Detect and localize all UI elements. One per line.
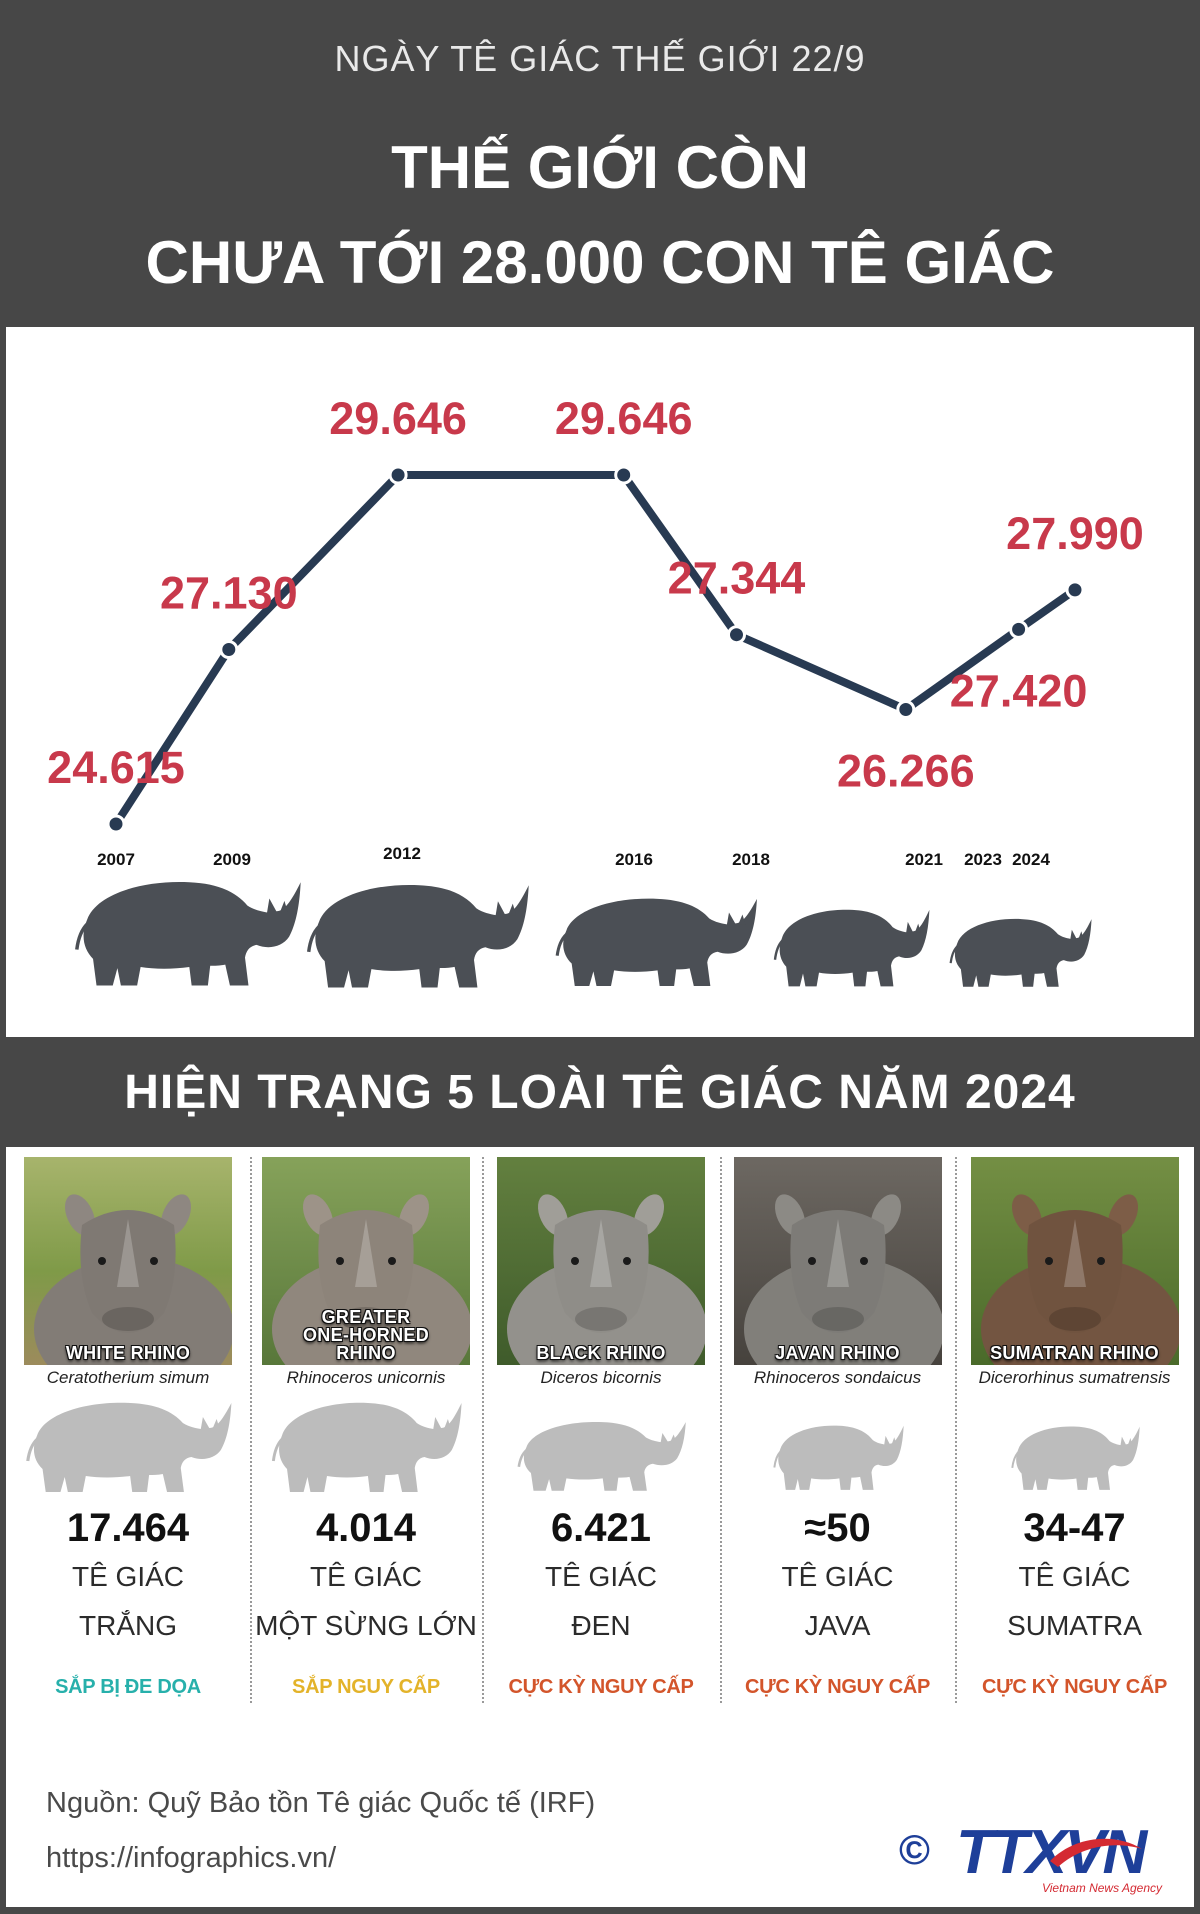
rhino-face-image xyxy=(734,1157,942,1365)
event-kicker: NGÀY TÊ GIÁC THẾ GIỚI 22/9 xyxy=(334,38,866,79)
ttxvn-logo: TTXVN xyxy=(956,1818,1147,1887)
x-tick-2009: 2009 xyxy=(213,850,251,869)
conservation-status: CỰC KỲ NGUY CẤP xyxy=(981,1676,1168,1698)
x-tick-2018: 2018 xyxy=(732,850,770,869)
photo-caption: BLACK RHINO xyxy=(536,1343,666,1363)
species-name-line-2: TRẮNG xyxy=(79,1610,177,1641)
javan-rhino-silhouette-icon xyxy=(773,908,931,988)
chart-marks: 24.615 27.130 29.646 29.646 27.344 26.266 27.4… xyxy=(47,393,1144,869)
column-divider xyxy=(720,1157,722,1703)
conservation-status: SẮP BỊ ĐE DỌA xyxy=(55,1676,201,1698)
greater-one-horned-rhino-silhouette-icon xyxy=(269,1395,464,1495)
species-column-javan-rhino: JAVAN RHINO Rhinoceros sondaicus ≈50 TÊ … xyxy=(720,1147,955,1707)
greater-one-horned-rhino-photo: GREATER ONE-HORNED RHINO xyxy=(262,1157,470,1365)
data-point-2009 xyxy=(219,640,239,659)
column-divider xyxy=(482,1157,484,1703)
sumatran-rhino-silhouette-icon xyxy=(949,917,1093,988)
x-tick-2007: 2007 xyxy=(97,850,135,869)
population-count: 17.464 xyxy=(66,1506,190,1550)
greater-one-horned-rhino-silhouette-icon xyxy=(306,883,531,990)
species-name-line-2: JAVA xyxy=(804,1610,871,1641)
column-divider xyxy=(250,1157,252,1703)
black-rhino-silhouette-icon xyxy=(515,1416,688,1493)
scientific-name: Ceratotherium simum xyxy=(46,1368,210,1387)
species-name-line-2: SUMATRA xyxy=(1007,1610,1142,1641)
series-line xyxy=(112,471,1079,828)
sumatran-rhino-silhouette-icon xyxy=(1009,1421,1141,1492)
species-column-greater-one-horned-rhino: GREATER ONE-HORNED RHINO Rhinoceros unic… xyxy=(250,1147,482,1707)
photo-caption: GREATER ONE-HORNED RHINO xyxy=(302,1307,429,1363)
data-label-2016: 29.646 xyxy=(555,393,693,444)
data-point-2007 xyxy=(106,814,126,834)
data-label-2012: 29.646 xyxy=(329,393,467,444)
black-rhino-silhouette-icon xyxy=(555,897,759,988)
scientific-name: Dicerorhinus sumatrensis xyxy=(978,1368,1171,1387)
data-point-2023 xyxy=(1009,619,1029,639)
photo-caption: SUMATRAN RHINO xyxy=(990,1343,1159,1363)
javan-rhino-silhouette-icon xyxy=(771,1420,905,1492)
data-label-2007: 24.615 xyxy=(47,742,185,793)
conservation-status: CỰC KỲ NGUY CẤP xyxy=(744,1676,931,1698)
white-rhino-silhouette-icon xyxy=(75,880,303,988)
species-name-line-1: TÊ GIÁC xyxy=(71,1561,184,1592)
species-name-line-1: TÊ GIÁC xyxy=(781,1561,894,1592)
x-tick-2023: 2023 xyxy=(964,850,1002,869)
species-column-black-rhino: BLACK RHINO Diceros bicornis 6.421 TÊ GI… xyxy=(482,1147,720,1707)
conservation-status: SẮP NGUY CẤP xyxy=(292,1676,440,1698)
species-column-sumatran-rhino: SUMATRAN RHINO Dicerorhinus sumatrensis … xyxy=(955,1147,1194,1707)
photo-caption: WHITE RHINO xyxy=(65,1343,191,1363)
logo-tagline: Vietnam News Agency xyxy=(1041,1881,1162,1895)
data-point-2012 xyxy=(388,465,408,485)
species-column-white-rhino: WHITE RHINO Ceratotherium simum 17.464 T… xyxy=(6,1147,250,1707)
data-point-2016 xyxy=(614,465,634,485)
conservation-status: CỰC KỲ NGUY CẤP xyxy=(508,1676,694,1698)
x-tick-2024: 2024 xyxy=(1012,850,1050,869)
white-rhino-photo: WHITE RHINO xyxy=(24,1157,232,1365)
black-rhino-photo: BLACK RHINO xyxy=(497,1157,705,1365)
population-chart-panel: 24.615 27.130 29.646 29.646 27.344 26.266 27.4… xyxy=(6,327,1194,1037)
population-count: ≈50 xyxy=(804,1506,871,1550)
data-point-2021 xyxy=(896,700,916,719)
scientific-name: Rhinoceros sondaicus xyxy=(753,1368,922,1387)
x-tick-2012: 2012 xyxy=(383,844,421,863)
scientific-name: Rhinoceros unicornis xyxy=(286,1368,446,1387)
javan-rhino-photo: JAVAN RHINO xyxy=(733,1157,942,1365)
headline-line-1: THẾ GIỚI CÒN xyxy=(391,134,809,201)
data-label-2023: 27.420 xyxy=(950,665,1088,716)
species-panel: WHITE RHINO Ceratotherium simum 17.464 T… xyxy=(6,1147,1194,1907)
logo-swoosh-icon xyxy=(1050,1838,1142,1867)
chart-illustrations xyxy=(75,880,1093,990)
data-label-2021: 26.266 xyxy=(837,746,975,797)
source-credit: Nguồn: Quỹ Bảo tồn Tê giác Quốc tế (IRF) xyxy=(46,1787,596,1819)
column-divider xyxy=(955,1157,957,1703)
population-count: 6.421 xyxy=(550,1506,652,1550)
species-name-line-1: TÊ GIÁC xyxy=(1018,1561,1131,1592)
x-tick-2021: 2021 xyxy=(905,850,943,869)
species-name-line-2: ĐEN xyxy=(571,1610,631,1641)
data-label-2018: 27.344 xyxy=(668,553,806,604)
source-url[interactable]: https://infographics.vn/ xyxy=(46,1842,337,1874)
scientific-name: Diceros bicornis xyxy=(540,1368,662,1387)
population-count: 34-47 xyxy=(1023,1506,1126,1550)
section-title: HIỆN TRẠNG 5 LOÀI TÊ GIÁC NĂM 2024 xyxy=(124,1066,1076,1119)
population-count: 4.014 xyxy=(315,1506,417,1550)
data-point-2024 xyxy=(1065,580,1085,600)
species-name-line-2: MỘT SỪNG LỚN xyxy=(255,1610,477,1641)
x-tick-2016: 2016 xyxy=(615,850,653,869)
sumatran-rhino-photo: SUMATRAN RHINO xyxy=(970,1157,1179,1365)
data-label-2009: 27.130 xyxy=(160,568,298,619)
white-rhino-silhouette-icon xyxy=(23,1395,234,1495)
rhino-face-image xyxy=(971,1157,1179,1365)
species-name-line-1: TÊ GIÁC xyxy=(309,1561,422,1592)
headline-line-2: CHƯA TỚI 28.000 CON TÊ GIÁC xyxy=(145,229,1055,296)
data-label-2024: 27.990 xyxy=(1006,508,1144,559)
rhino-face-image xyxy=(24,1157,232,1365)
data-point-2018 xyxy=(727,625,746,645)
copyright-icon: © xyxy=(899,1826,930,1873)
rhino-face-image xyxy=(497,1157,705,1365)
rhino-population-chart: 24.615 27.130 29.646 29.646 27.344 26.266 27.4… xyxy=(47,393,1144,990)
photo-caption: JAVAN RHINO xyxy=(775,1343,900,1363)
species-name-line-1: TÊ GIÁC xyxy=(544,1561,657,1592)
